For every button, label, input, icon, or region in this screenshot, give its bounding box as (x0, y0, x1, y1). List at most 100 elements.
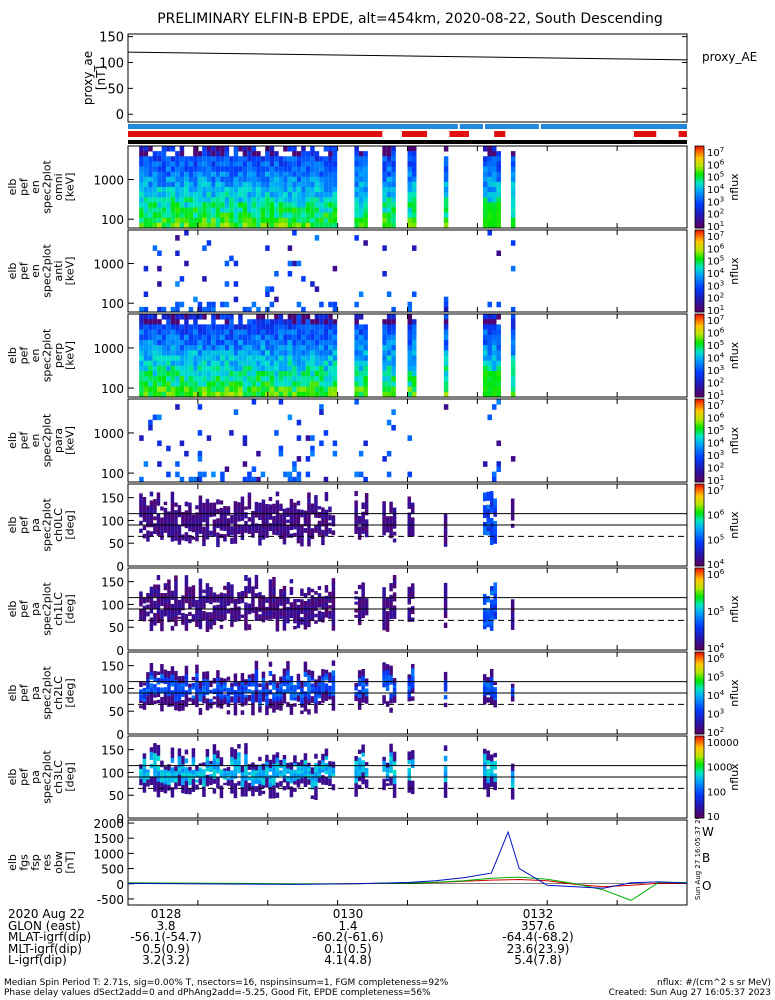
pef_pa_ch1-cell (177, 601, 182, 604)
pef_pa_ch1-colorbar-label: nflux (728, 595, 741, 623)
pef_en_perp-cell (296, 314, 302, 320)
pef_pa_ch0-cell (324, 509, 329, 515)
pef_en_omni-cell (292, 212, 297, 219)
pef_en_omni-cell (287, 156, 293, 162)
pef_pa_ch2-cell (321, 672, 325, 677)
pef_en_perp-cell (323, 345, 329, 351)
pef_pa_ch2-cell (265, 685, 269, 690)
pef_pa_ch0-cell (392, 517, 397, 522)
pef_en_para-cell (220, 471, 225, 478)
pef_en_anti-cell (296, 260, 302, 267)
pef_pa_ch3-cell (167, 784, 171, 788)
pef_en_perp-cell (510, 339, 516, 346)
pef_pa_ch2-colorbar-cell (695, 652, 704, 655)
pef_pa_ch2-cell (364, 680, 369, 684)
pef_en_anti-cell (310, 281, 315, 287)
pef_pa_ch0-cell (443, 524, 448, 529)
pef_en_perp-cell (354, 324, 359, 330)
pef_en_para-cell (175, 471, 180, 478)
pef_pa_ch1-cell (272, 597, 276, 603)
pef_en_perp-cell (305, 339, 311, 346)
pef_en_anti-cell (332, 265, 338, 272)
pef_en_perp-cell (510, 345, 516, 351)
pef_en_perp-cell (382, 319, 387, 325)
pef_en_omni-cell (510, 207, 516, 214)
pef_en_omni-cell (143, 207, 149, 214)
pef_pa_ch1-cell (237, 592, 241, 596)
pef_en_omni-cell (161, 161, 167, 167)
pef_pa_ch0-cell (170, 508, 175, 515)
pef_pa_ch2-colorbar-label: nflux (728, 679, 741, 707)
pef_en_perp-cell (292, 355, 297, 362)
pef_en_perp-cell (202, 314, 207, 320)
pef_en_perp-cell (274, 376, 279, 382)
pef_en_perp-cell (233, 334, 239, 341)
pef_pa_ch3-cell (202, 776, 206, 780)
pef_pa_ch0-cell (279, 507, 283, 512)
pef_pa_ch0-cell (149, 518, 154, 523)
pef_en_omni-cell (256, 171, 261, 178)
pef_pa_ch0-cell (382, 521, 386, 526)
pef_en_perp-colorbar-cell (695, 345, 704, 348)
pef_pa_ch2-cell (296, 676, 301, 681)
pef_pa_ch0-cell (181, 517, 185, 521)
pef_en_perp-cell (305, 360, 311, 367)
pef_en_perp-cell (193, 381, 198, 388)
pef_en_perp-cell (358, 350, 364, 356)
pef_en_perp-cell (179, 329, 185, 336)
pef_pa_ch0-cell (205, 514, 210, 520)
pef_en_omni-cell (482, 192, 488, 198)
pef_en_perp-cell (301, 381, 306, 388)
pef_en_omni-cell (412, 197, 417, 203)
pef_en_omni-cell (305, 151, 311, 157)
pef_pa_ch1-cell (493, 604, 497, 609)
pef_pa_ch2-cell (146, 675, 150, 680)
pef_en_para-colorbar-cell (695, 401, 704, 404)
pef_pa_ch1-cell (443, 592, 448, 599)
pef_en_omni-cell (170, 156, 176, 162)
pef_en_perp-cell (184, 355, 189, 362)
pef_en_perp-cell (188, 371, 194, 377)
pef_pa_ch3-cell (198, 767, 203, 771)
pef_en_omni-cell (265, 197, 270, 203)
pef_pa_ch1-cell (198, 583, 203, 590)
pef_pa_ch1-cell (142, 598, 147, 601)
pef_pa_ch1-cell (268, 579, 273, 585)
pef_en_perp-cell (296, 371, 302, 377)
pef_pa_ch3-cell (317, 760, 322, 764)
pef_en_omni-cell (443, 181, 449, 188)
pef_pa_ch0-cell (272, 519, 276, 523)
pef_en_omni-cell (287, 217, 293, 224)
pef_pa_ch1-cell (364, 613, 369, 616)
pef_pa_ch3-cell (233, 773, 238, 779)
pef_en_perp-cell (188, 386, 194, 393)
pef_pa_ch3-cell (361, 776, 365, 781)
pef_en_omni-cell (184, 217, 189, 224)
pef_pa_ch2-cell (230, 688, 234, 691)
pef_en_omni-cell (358, 192, 364, 198)
pef_pa_ch3-cell (191, 787, 196, 792)
pef_en_omni-cell (301, 151, 306, 157)
pef_pa_ch2-cell (357, 681, 362, 687)
pef_en_omni-cell (220, 146, 225, 152)
pef_pa_ch3-cell (146, 783, 150, 787)
pef_pa_ch0-colorbar-frame (694, 483, 705, 567)
pef_en_perp-cell (283, 365, 288, 372)
pef_pa_ch3-cell (328, 778, 332, 782)
pef_en_perp-cell (197, 365, 203, 372)
pef_en_omni-cell (292, 207, 297, 214)
pef_pa_ch1-cell (389, 602, 393, 608)
pef_en_perp-cell (184, 314, 189, 320)
pef_en_omni-cell (391, 212, 396, 219)
pef_en_omni-colorbar-cell (695, 211, 704, 215)
pef_en_omni-cell (487, 151, 492, 157)
pef_en_omni-colorbar-cell (695, 219, 704, 223)
pef_en_perp-cell (314, 339, 320, 346)
pef_en_perp-cell (143, 350, 149, 356)
pef_en_omni-cell (148, 222, 153, 229)
pef_en_omni-cell (166, 187, 171, 193)
pef_en_omni-cell (139, 171, 144, 178)
pef_pa_ch2-cell (205, 682, 210, 688)
pef_pa_ch2-cell (202, 692, 206, 697)
pef_pa_ch0-cell (230, 514, 234, 519)
